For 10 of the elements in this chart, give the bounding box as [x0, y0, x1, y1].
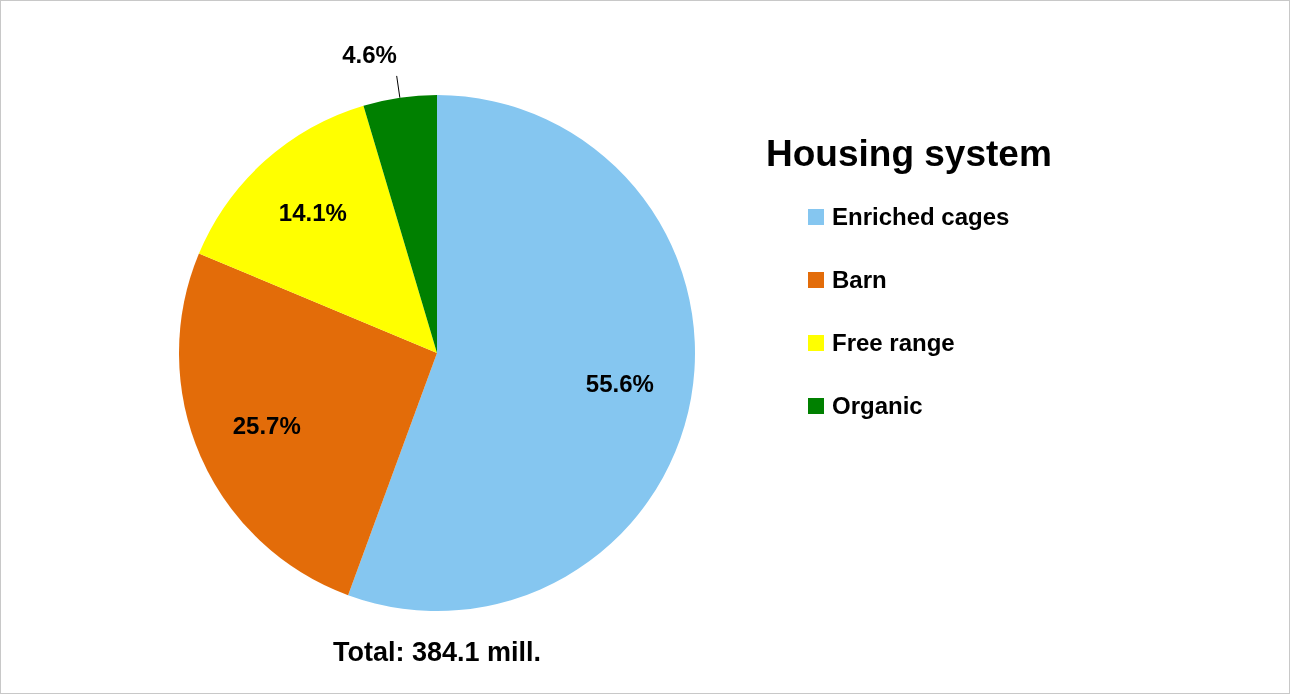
text: Total: 384.1 mill.	[331, 637, 543, 668]
legend-title: Housing system	[766, 133, 1052, 175]
data-label: 4.6%	[342, 40, 397, 68]
data-label: 55.6%	[585, 370, 654, 398]
legend-label: Barn	[832, 266, 887, 294]
legend-label: Enriched cages	[832, 203, 1010, 231]
legend-label: Organic	[832, 392, 923, 420]
data-label: 14.1%	[278, 199, 347, 227]
data-label: 25.7%	[232, 411, 301, 439]
legend-label: Free range	[832, 329, 955, 357]
